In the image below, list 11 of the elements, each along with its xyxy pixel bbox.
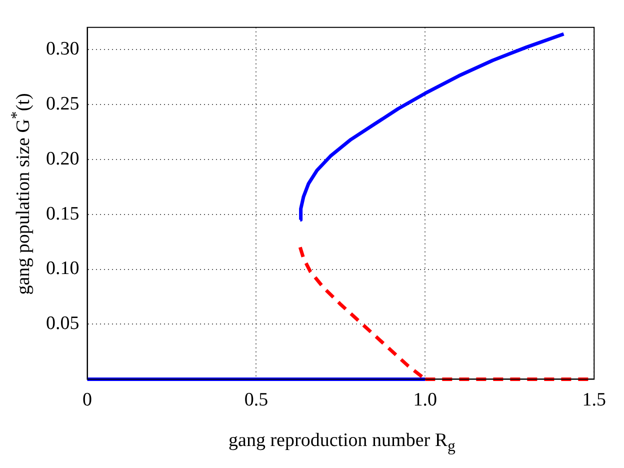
x-tick-label: 1.0 (413, 390, 438, 411)
y-tick-label: 0.20 (46, 148, 80, 170)
y-tick-label: 0.05 (46, 313, 80, 334)
y-tick-label: 0.15 (46, 203, 80, 224)
x-tick-label: 0 (82, 390, 92, 411)
x-tick-label: 1.5 (582, 390, 606, 411)
x-axis-title: gang reproduction number R$_{g}$ (228, 430, 456, 456)
x-tick-label: 0.5 (244, 390, 268, 411)
y-tick-label: 0.30 (46, 38, 80, 60)
y-tick-label: 0.10 (46, 258, 80, 280)
y-tick-label: 0.25 (46, 93, 80, 114)
